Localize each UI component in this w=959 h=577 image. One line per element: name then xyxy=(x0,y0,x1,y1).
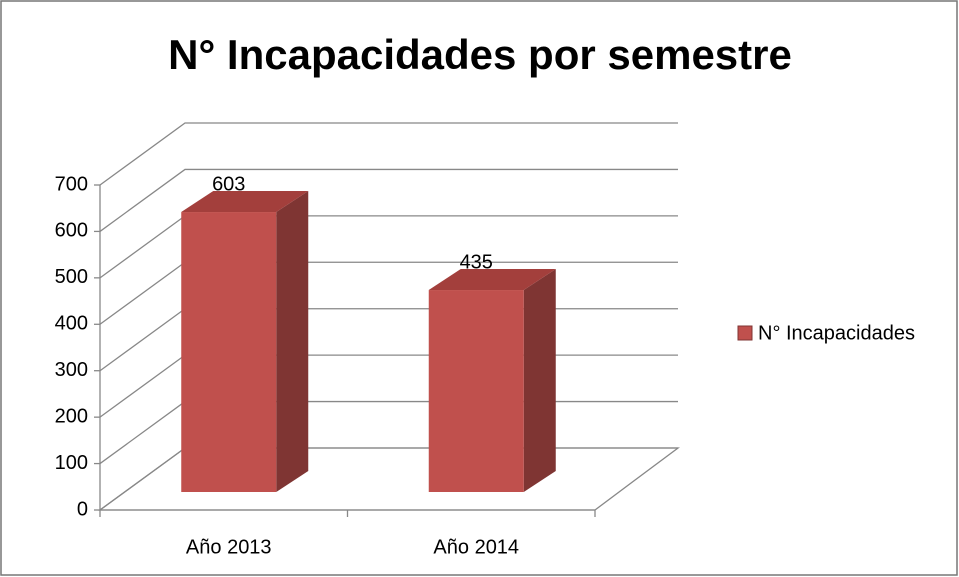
x-tick-label: Año 2014 xyxy=(433,536,519,558)
bar xyxy=(428,290,524,492)
bar xyxy=(181,212,277,493)
bar-top xyxy=(181,191,309,213)
grid-line xyxy=(99,168,678,232)
y-tick-label: 500 xyxy=(55,266,88,288)
y-tick-label: 200 xyxy=(55,405,88,427)
x-tick-label: Año 2013 xyxy=(186,536,272,558)
y-tick-label: 100 xyxy=(55,452,88,474)
y-tick-label: 400 xyxy=(55,313,88,335)
data-label: 603 xyxy=(212,173,245,195)
y-tick-label: 0 xyxy=(77,498,88,520)
bar-side xyxy=(523,269,556,492)
y-tick-label: 300 xyxy=(55,359,88,381)
bar-side xyxy=(276,191,309,493)
legend-swatch xyxy=(737,325,753,341)
chart-title: N° Incapacidades por semestre xyxy=(168,31,792,78)
legend-label: N° Incapacidades xyxy=(758,322,915,344)
y-tick-label: 700 xyxy=(55,173,88,195)
grid-line xyxy=(99,122,678,186)
data-label: 435 xyxy=(460,251,493,273)
y-tick-label: 600 xyxy=(55,220,88,242)
bar-top xyxy=(428,269,556,291)
